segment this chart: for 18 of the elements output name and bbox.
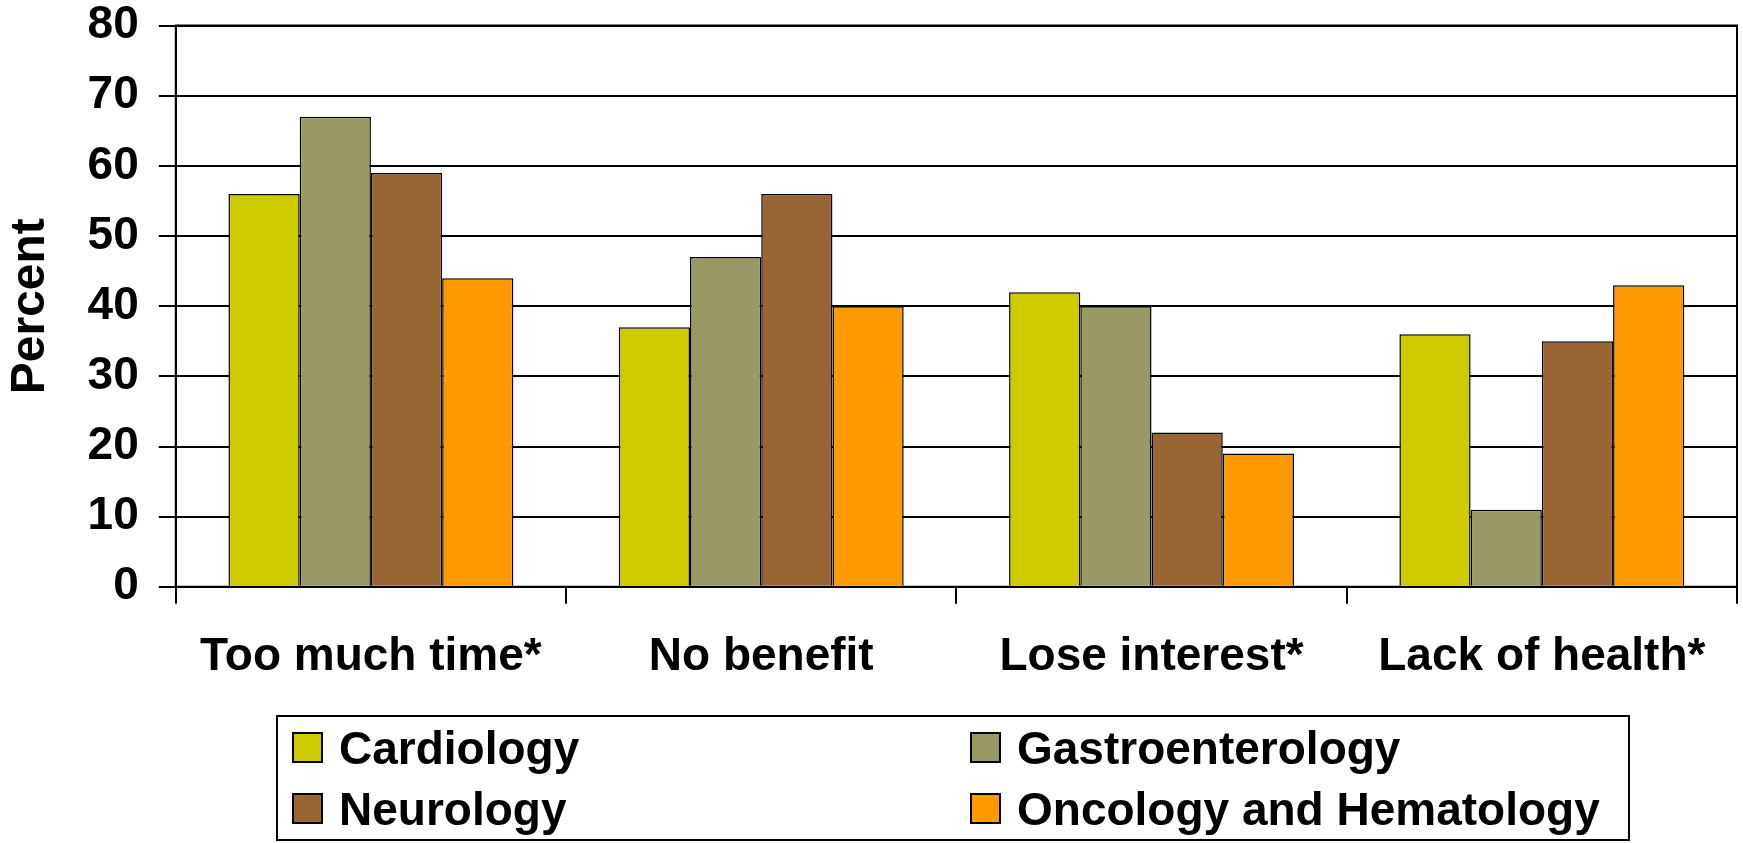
y-tick-label: 60 (87, 136, 139, 189)
y-tick-label: 10 (87, 487, 139, 540)
y-axis-title: Percent (1, 218, 55, 395)
x-tick-label: No benefit (648, 628, 874, 681)
x-tick-label: Lose interest* (999, 628, 1304, 681)
x-tick-label: Too much time* (200, 628, 542, 681)
y-tick-label: 20 (87, 417, 139, 470)
y-tick-label: 0 (113, 557, 139, 610)
y-tick-label: 70 (87, 66, 139, 119)
y-tick-label: 30 (87, 347, 139, 400)
legend-label: Cardiology (339, 720, 580, 775)
legend-label: Neurology (339, 781, 567, 836)
legend-label: Gastroenterology (1017, 720, 1401, 775)
y-tick-label: 80 (87, 0, 139, 49)
legend-label: Oncology and Hematology (1017, 781, 1600, 836)
x-tick-label: Lack of health* (1378, 628, 1706, 681)
y-tick-label: 40 (87, 276, 139, 329)
y-tick-label: 50 (87, 206, 139, 259)
